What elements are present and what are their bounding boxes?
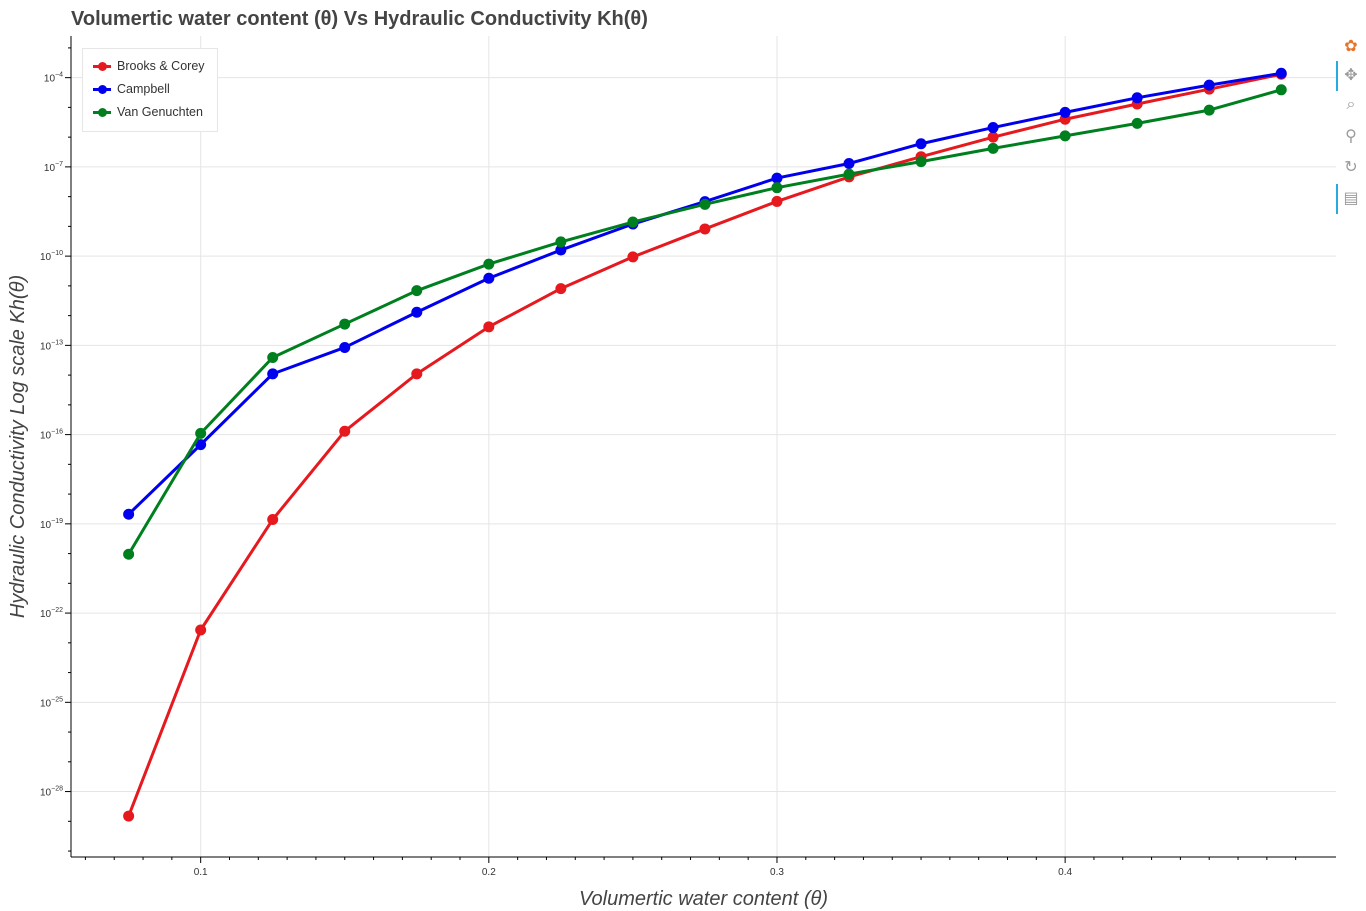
- y-tick-label: 10−19: [40, 518, 63, 531]
- data-point-brooks-corey: [267, 513, 279, 525]
- x-tick-label: 0.2: [482, 867, 496, 878]
- data-point-campbell: [915, 138, 927, 150]
- data-point-campbell: [843, 157, 855, 169]
- data-point-van-genuchten: [195, 427, 207, 439]
- data-point-campbell: [411, 306, 423, 318]
- legend-swatch-brooks-corey: [93, 58, 111, 74]
- x-tick-label: 0.4: [1058, 867, 1072, 878]
- legend-item-van-genuchten[interactable]: Van Genuchten: [93, 103, 203, 121]
- y-tick-label: 10−28: [40, 786, 63, 799]
- wheel-zoom-tool-button[interactable]: ⚲: [1336, 124, 1366, 150]
- box-zoom-tool-button[interactable]: ⌕: [1336, 92, 1366, 118]
- hover-icon: ▤: [1343, 190, 1359, 207]
- data-point-van-genuchten: [1275, 84, 1287, 96]
- data-point-brooks-corey: [411, 368, 423, 380]
- data-point-van-genuchten: [627, 216, 639, 228]
- data-point-van-genuchten: [483, 258, 495, 270]
- data-point-brooks-corey: [627, 251, 639, 263]
- legend-label-van-genuchten: Van Genuchten: [117, 105, 203, 119]
- data-point-brooks-corey: [699, 223, 711, 235]
- series-line-campbell: [127, 71, 1282, 516]
- data-point-van-genuchten: [267, 352, 279, 364]
- data-point-campbell: [483, 272, 495, 284]
- data-point-van-genuchten: [555, 236, 567, 248]
- y-tick-label: 10−4: [44, 72, 63, 85]
- legend-item-brooks-corey[interactable]: Brooks & Corey: [93, 57, 205, 75]
- series-line-brooks-corey: [127, 72, 1282, 817]
- pan-icon: ✥: [1344, 67, 1358, 84]
- data-point-brooks-corey: [771, 195, 783, 207]
- data-point-campbell: [339, 341, 351, 353]
- wheel-zoom-icon: ⚲: [1345, 128, 1357, 145]
- chart-legend: Brooks & Corey Campbell Van Genuchten: [82, 48, 218, 132]
- legend-label-brooks-corey: Brooks & Corey: [117, 59, 205, 73]
- y-axis-title: Hydraulic Conductivity Log scale Kh(θ): [7, 275, 29, 618]
- data-point-brooks-corey: [483, 321, 495, 333]
- chart-title: Volumertic water content (θ) Vs Hydrauli…: [71, 8, 648, 30]
- data-point-brooks-corey: [339, 425, 351, 437]
- data-point-campbell: [1059, 106, 1071, 118]
- pan-tool-button[interactable]: ✥: [1336, 61, 1366, 91]
- data-point-van-genuchten: [987, 142, 999, 154]
- x-axis-title: Volumertic water content (θ): [579, 888, 828, 910]
- data-point-van-genuchten: [123, 548, 135, 560]
- y-tick-label: 10−25: [40, 696, 63, 709]
- data-point-van-genuchten: [411, 285, 423, 297]
- legend-item-campbell[interactable]: Campbell: [93, 80, 170, 98]
- data-point-van-genuchten: [843, 168, 855, 180]
- hover-tool-button[interactable]: ▤: [1336, 184, 1366, 214]
- data-point-van-genuchten: [1131, 117, 1143, 129]
- data-point-campbell: [1203, 79, 1215, 91]
- data-point-van-genuchten: [339, 318, 351, 330]
- y-tick-label: 10−13: [40, 339, 63, 352]
- x-tick-label: 0.1: [194, 867, 208, 878]
- data-point-campbell: [267, 368, 279, 380]
- reset-tool-button[interactable]: ↻: [1336, 155, 1366, 181]
- data-point-van-genuchten: [771, 182, 783, 194]
- data-point-van-genuchten: [699, 198, 711, 210]
- data-point-brooks-corey: [555, 283, 567, 295]
- data-point-van-genuchten: [1059, 130, 1071, 142]
- bokeh-logo-icon: ✿: [1344, 38, 1358, 55]
- x-tick-label: 0.3: [770, 867, 784, 878]
- data-point-brooks-corey: [123, 810, 135, 822]
- y-tick-label: 10−16: [40, 429, 63, 442]
- data-point-campbell: [1275, 67, 1287, 79]
- box-zoom-icon: ⌕: [1346, 96, 1356, 113]
- y-tick-label: 10−22: [40, 607, 63, 620]
- data-point-van-genuchten: [1203, 104, 1215, 116]
- y-tick-label: 10−7: [44, 161, 63, 174]
- data-point-campbell: [771, 172, 783, 184]
- y-tick-label: 10−10: [40, 250, 63, 263]
- data-point-campbell: [987, 122, 999, 134]
- data-point-van-genuchten: [915, 156, 927, 168]
- data-point-brooks-corey: [987, 131, 999, 143]
- data-point-brooks-corey: [195, 624, 207, 636]
- data-point-campbell: [123, 508, 135, 520]
- legend-label-campbell: Campbell: [117, 82, 170, 96]
- legend-swatch-campbell: [93, 81, 111, 97]
- legend-swatch-van-genuchten: [93, 104, 111, 120]
- chart-toolbar: ✿ ✥ ⌕ ⚲ ↻ ▤: [1336, 34, 1366, 224]
- bokeh-logo-button[interactable]: ✿: [1336, 34, 1366, 60]
- reset-icon: ↻: [1344, 159, 1358, 176]
- data-point-campbell: [1131, 92, 1143, 104]
